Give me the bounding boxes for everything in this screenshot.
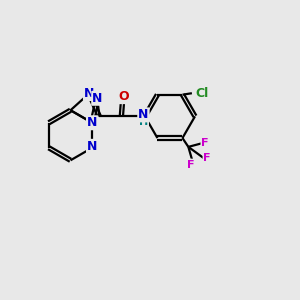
- Text: N: N: [87, 116, 98, 129]
- Text: N: N: [84, 87, 94, 100]
- Text: F: F: [187, 160, 194, 170]
- Text: O: O: [118, 90, 129, 103]
- Text: F: F: [201, 138, 209, 148]
- Text: H: H: [139, 117, 148, 127]
- Text: F: F: [203, 153, 211, 163]
- Text: N: N: [87, 140, 98, 153]
- Text: N: N: [92, 92, 103, 105]
- Text: N: N: [138, 108, 148, 122]
- Text: Cl: Cl: [196, 87, 209, 100]
